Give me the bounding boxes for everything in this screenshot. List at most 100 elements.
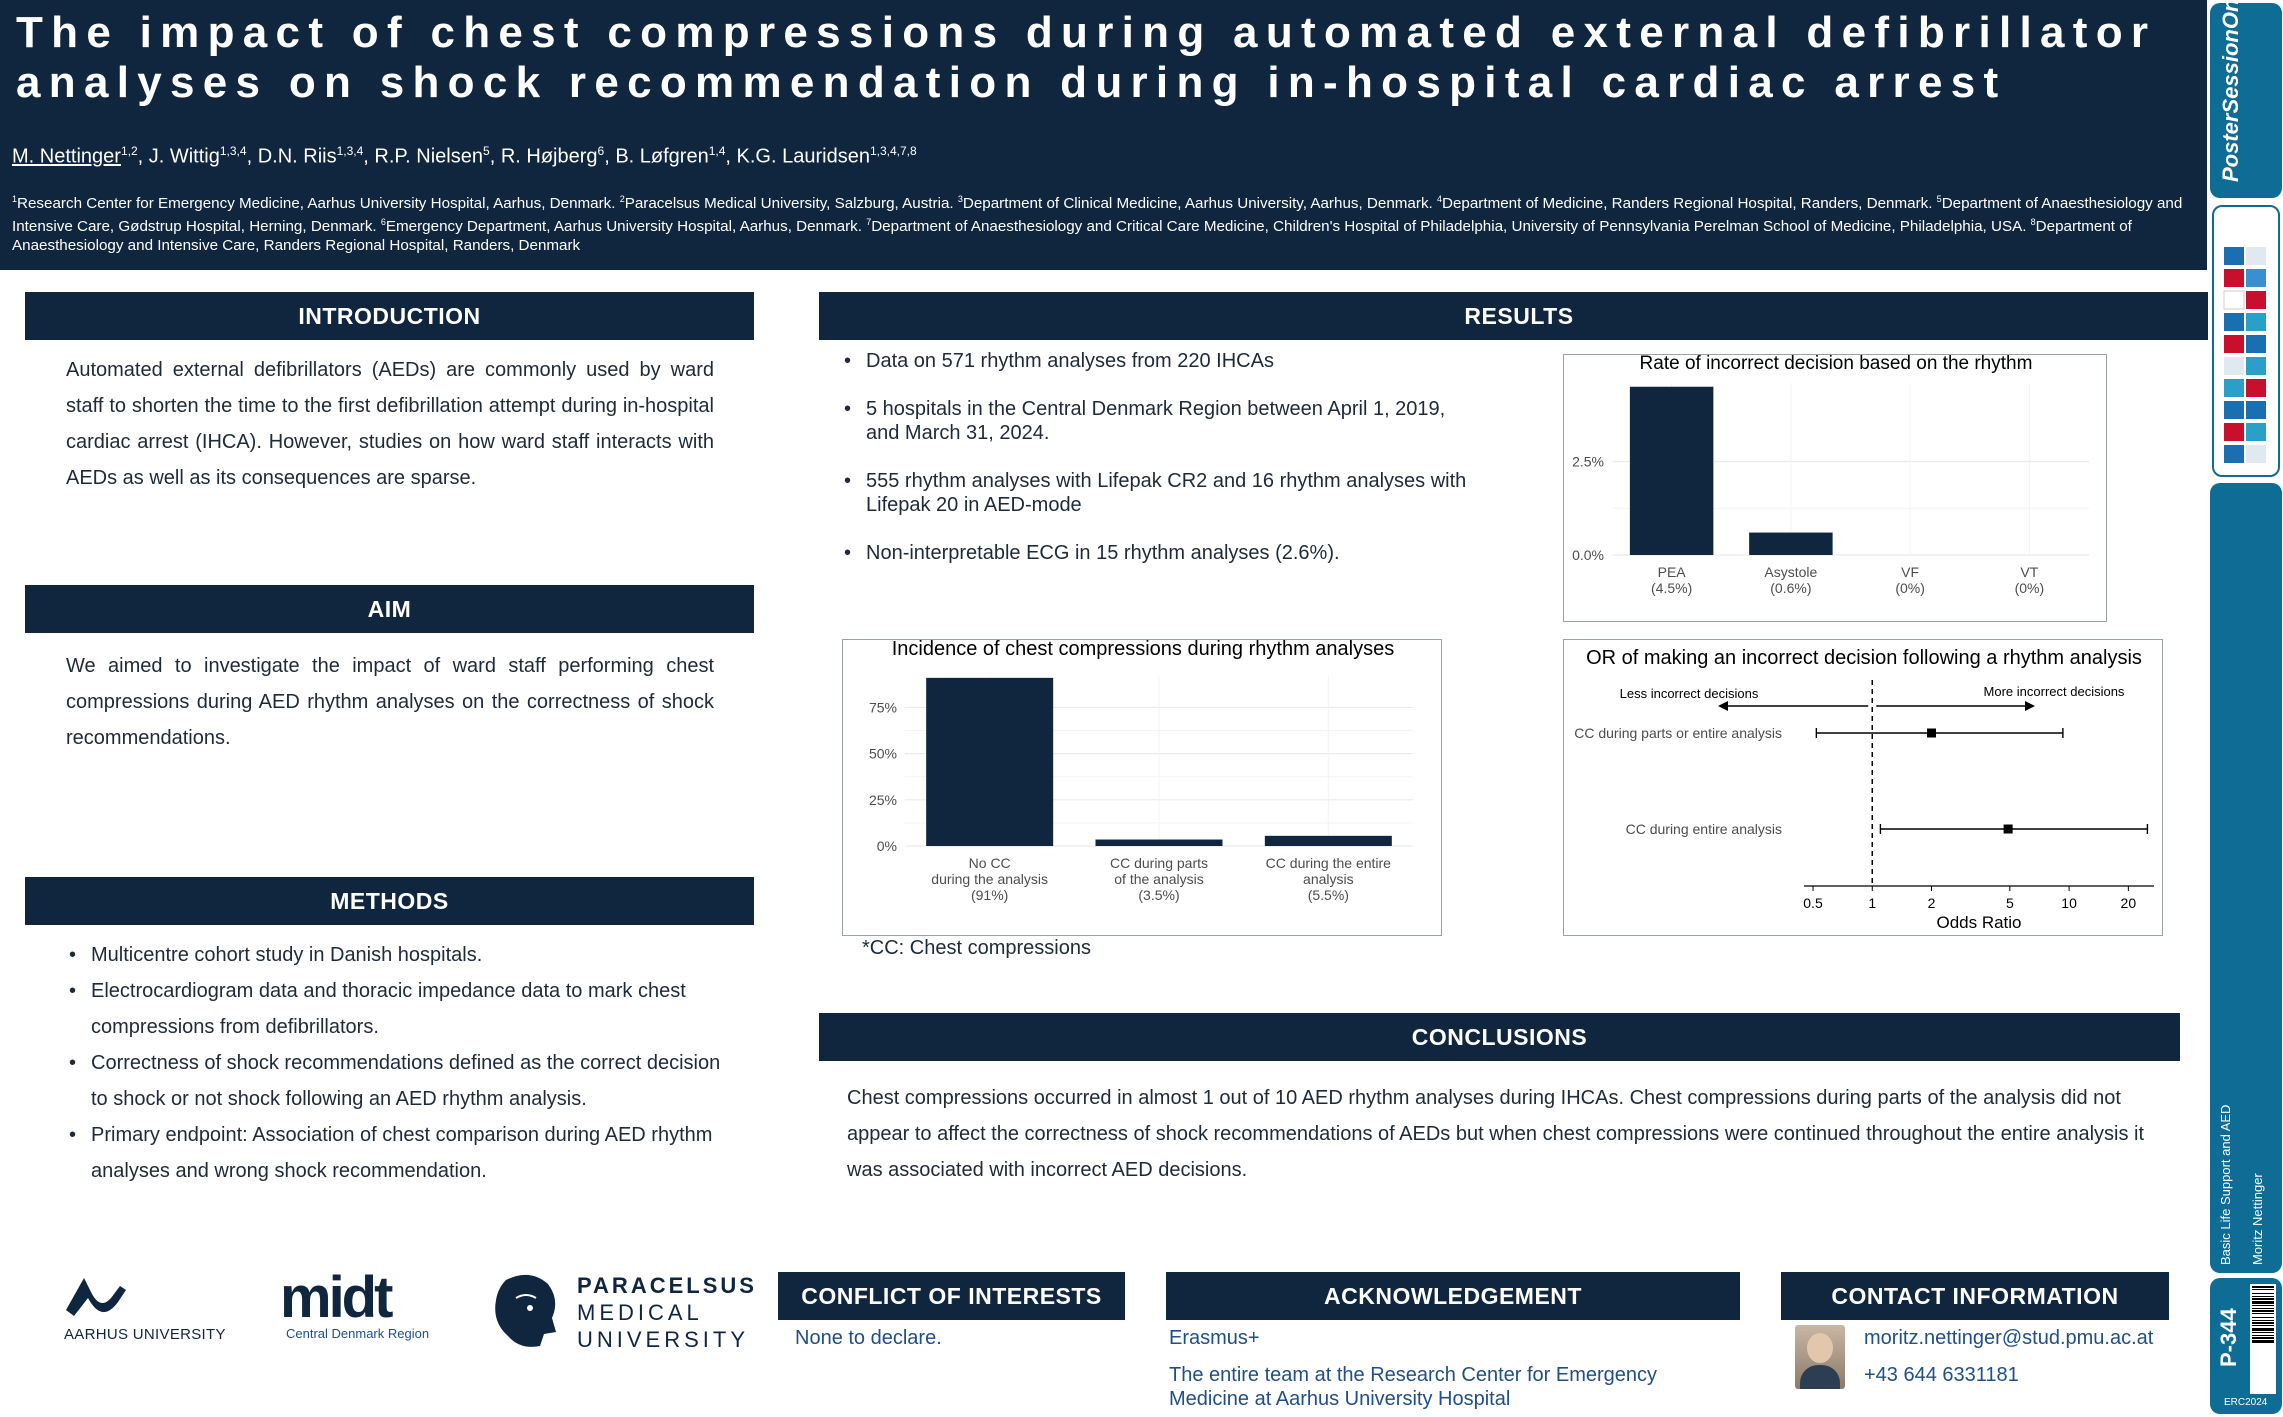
tick-label: (0%) xyxy=(2015,580,2045,596)
tick-label: (0%) xyxy=(1895,580,1925,596)
affiliation-number: 1 xyxy=(12,194,18,204)
left-arrowhead xyxy=(1718,701,1728,711)
tick-label: No CC xyxy=(969,855,1011,871)
tick-label: 10 xyxy=(2061,895,2077,911)
bar xyxy=(1095,839,1223,846)
paracelsus-line-1: PARACELSUS xyxy=(577,1273,757,1298)
list-item: Data on 571 rhythm analyses from 220 IHC… xyxy=(842,349,1472,373)
coi-heading: CONFLICT OF INTERESTS xyxy=(778,1272,1125,1320)
author-affiliation-number: 1,3,4,7,8 xyxy=(869,144,917,158)
affiliation-number: 7 xyxy=(866,217,872,228)
chart-odds-ratio: OR of making an incorrect decision follo… xyxy=(1563,639,2163,936)
contact-email[interactable]: moritz.nettinger@stud.pmu.ac.at xyxy=(1864,1327,2154,1349)
methods-list: Multicentre cohort study in Danish hospi… xyxy=(67,937,735,1189)
author-affiliation-number: 1,4 xyxy=(708,144,726,158)
chart-incorrect-rate: Rate of incorrect decision based on the … xyxy=(1563,354,2107,622)
aarhus-university-wordmark: AARHUS UNIVERSITY xyxy=(64,1326,226,1343)
tick-label: VT xyxy=(2020,564,2038,580)
author-name: R. Højberg xyxy=(500,145,598,168)
tick-label: of the analysis xyxy=(1114,871,1204,887)
list-item: 555 rhythm analyses with Lifepak CR2 and… xyxy=(842,469,1472,517)
affiliation-text: Department of Anaesthesiology and Intens… xyxy=(12,195,2183,236)
list-item: Primary endpoint: Association of chest c… xyxy=(67,1117,735,1189)
author-affiliation-number: 1,2 xyxy=(120,144,138,158)
bar xyxy=(1629,386,1714,555)
conclusions-heading: CONCLUSIONS xyxy=(819,1013,2180,1061)
affiliation-text: Research Center for Emergency Medicine, … xyxy=(17,195,620,213)
midt-logo-subtitle: Central Denmark Region xyxy=(286,1326,430,1341)
row-label: CC during entire analysis xyxy=(1626,821,1782,837)
acknowledgement-line-2: The entire team at the Research Center f… xyxy=(1169,1364,1658,1410)
paracelsus-line-3: UNIVERSITY xyxy=(577,1327,750,1352)
paracelsus-head-icon xyxy=(495,1274,556,1347)
author-name: M. Nettinger xyxy=(12,145,121,168)
poster-title: The impact of chest compressions during … xyxy=(16,8,2157,107)
sidebar-brand-panel xyxy=(2210,3,2282,198)
point-estimate xyxy=(2003,824,2013,834)
sidebar-flags-panel xyxy=(2212,205,2280,477)
tick-label: CC during the entire xyxy=(1266,855,1392,871)
affiliation-text: Emergency Department, Aarhus University … xyxy=(385,218,867,236)
tick-label: 50% xyxy=(869,746,897,762)
tick-label: VF xyxy=(1901,564,1919,580)
tick-label: 25% xyxy=(869,792,897,808)
author-name: B. Løfgren xyxy=(615,145,709,168)
aim-heading: AIM xyxy=(25,585,754,633)
tick-label: 75% xyxy=(869,699,897,715)
tick-label: (0.6%) xyxy=(1770,580,1811,596)
tick-label: (3.5%) xyxy=(1138,887,1179,903)
axis-label: Odds Ratio xyxy=(1936,913,2021,932)
methods-heading: METHODS xyxy=(25,877,754,925)
list-item: Multicentre cohort study in Danish hospi… xyxy=(67,937,735,973)
left-annotation: Less incorrect decisions xyxy=(1620,686,1759,701)
author-name: J. Wittig xyxy=(148,145,220,168)
sidebar-event: ERC2024 xyxy=(2224,1397,2268,1408)
author-affiliation-number: 5 xyxy=(483,144,490,158)
conclusions-text: Chest compressions occurred in almost 1 … xyxy=(847,1087,2145,1181)
affiliation-text: Paracelsus Medical University, Salzburg,… xyxy=(624,195,958,213)
paracelsus-wordmark: PARACELSUS MEDICAL UNIVERSITY xyxy=(577,1272,757,1353)
tick-label: 20 xyxy=(2121,895,2137,911)
results-list: Data on 571 rhythm analyses from 220 IHC… xyxy=(842,349,1472,589)
tick-label: 2 xyxy=(1928,895,1936,911)
tick-label: Asystole xyxy=(1764,564,1817,580)
results-heading: RESULTS xyxy=(819,292,2219,340)
list-item: Non-interpretable ECG in 15 rhythm analy… xyxy=(842,541,1472,565)
bar xyxy=(1264,835,1392,846)
affiliation-number: 5 xyxy=(1936,194,1942,204)
author-name: K.G. Lauridsen xyxy=(736,145,870,168)
bar xyxy=(1749,532,1833,555)
affiliation-text: Department of Anaesthesiology and Critic… xyxy=(871,218,2031,236)
tick-label: (5.5%) xyxy=(1308,887,1349,903)
author-list: M. Nettinger1,2, J. Wittig1,3,4, D.N. Ri… xyxy=(12,144,917,168)
tick-label: 1 xyxy=(1868,895,1876,911)
barcode-icon xyxy=(2250,1284,2276,1394)
list-item: Correctness of shock recommendations def… xyxy=(67,1045,735,1117)
row-label: CC during parts or entire analysis xyxy=(1574,725,1782,741)
tick-label: 2.5% xyxy=(1572,454,1604,470)
sidebar-topic: Basic Life Support and AED xyxy=(2218,1104,2233,1265)
tick-label: 0.0% xyxy=(1572,547,1604,563)
right-annotation: More incorrect decisions xyxy=(1984,684,2125,699)
chart-title: OR of making an incorrect decision follo… xyxy=(1586,647,2142,669)
chart-odds-ratio-svg: OR of making an incorrect decision follo… xyxy=(1574,647,2154,932)
affiliation-number: 8 xyxy=(2030,217,2036,228)
list-item: Electrocardiogram data and thoracic impe… xyxy=(67,973,735,1045)
author-name: D.N. Riis xyxy=(257,145,337,168)
chart-title: Incidence of chest compressions during r… xyxy=(892,640,1394,660)
author-name: R.P. Nielsen xyxy=(374,145,483,168)
author-affiliation-number: 1,3,4 xyxy=(336,144,364,158)
contact-phone: +43 644 6331181 xyxy=(1864,1364,2019,1386)
affiliation-text: Department of Anaesthesiology and Intens… xyxy=(12,218,2132,255)
tick-label: 0.5 xyxy=(1803,895,1823,911)
acknowledgement-heading: ACKNOWLEDGEMENT xyxy=(1166,1272,1740,1320)
right-arrowhead xyxy=(2025,701,2035,711)
avatar xyxy=(1795,1325,1845,1389)
contact-heading: CONTACT INFORMATION xyxy=(1781,1272,2169,1320)
tick-label: 5 xyxy=(2006,895,2014,911)
affiliation-text: Department of Medicine, Randers Regional… xyxy=(1442,195,1937,213)
tick-label: PEA xyxy=(1658,564,1687,580)
affiliation-list: 1Research Center for Emergency Medicine,… xyxy=(12,190,2197,255)
author-affiliation-number: 6 xyxy=(597,144,605,158)
cc-footnote: *CC: Chest compressions xyxy=(862,937,1091,959)
